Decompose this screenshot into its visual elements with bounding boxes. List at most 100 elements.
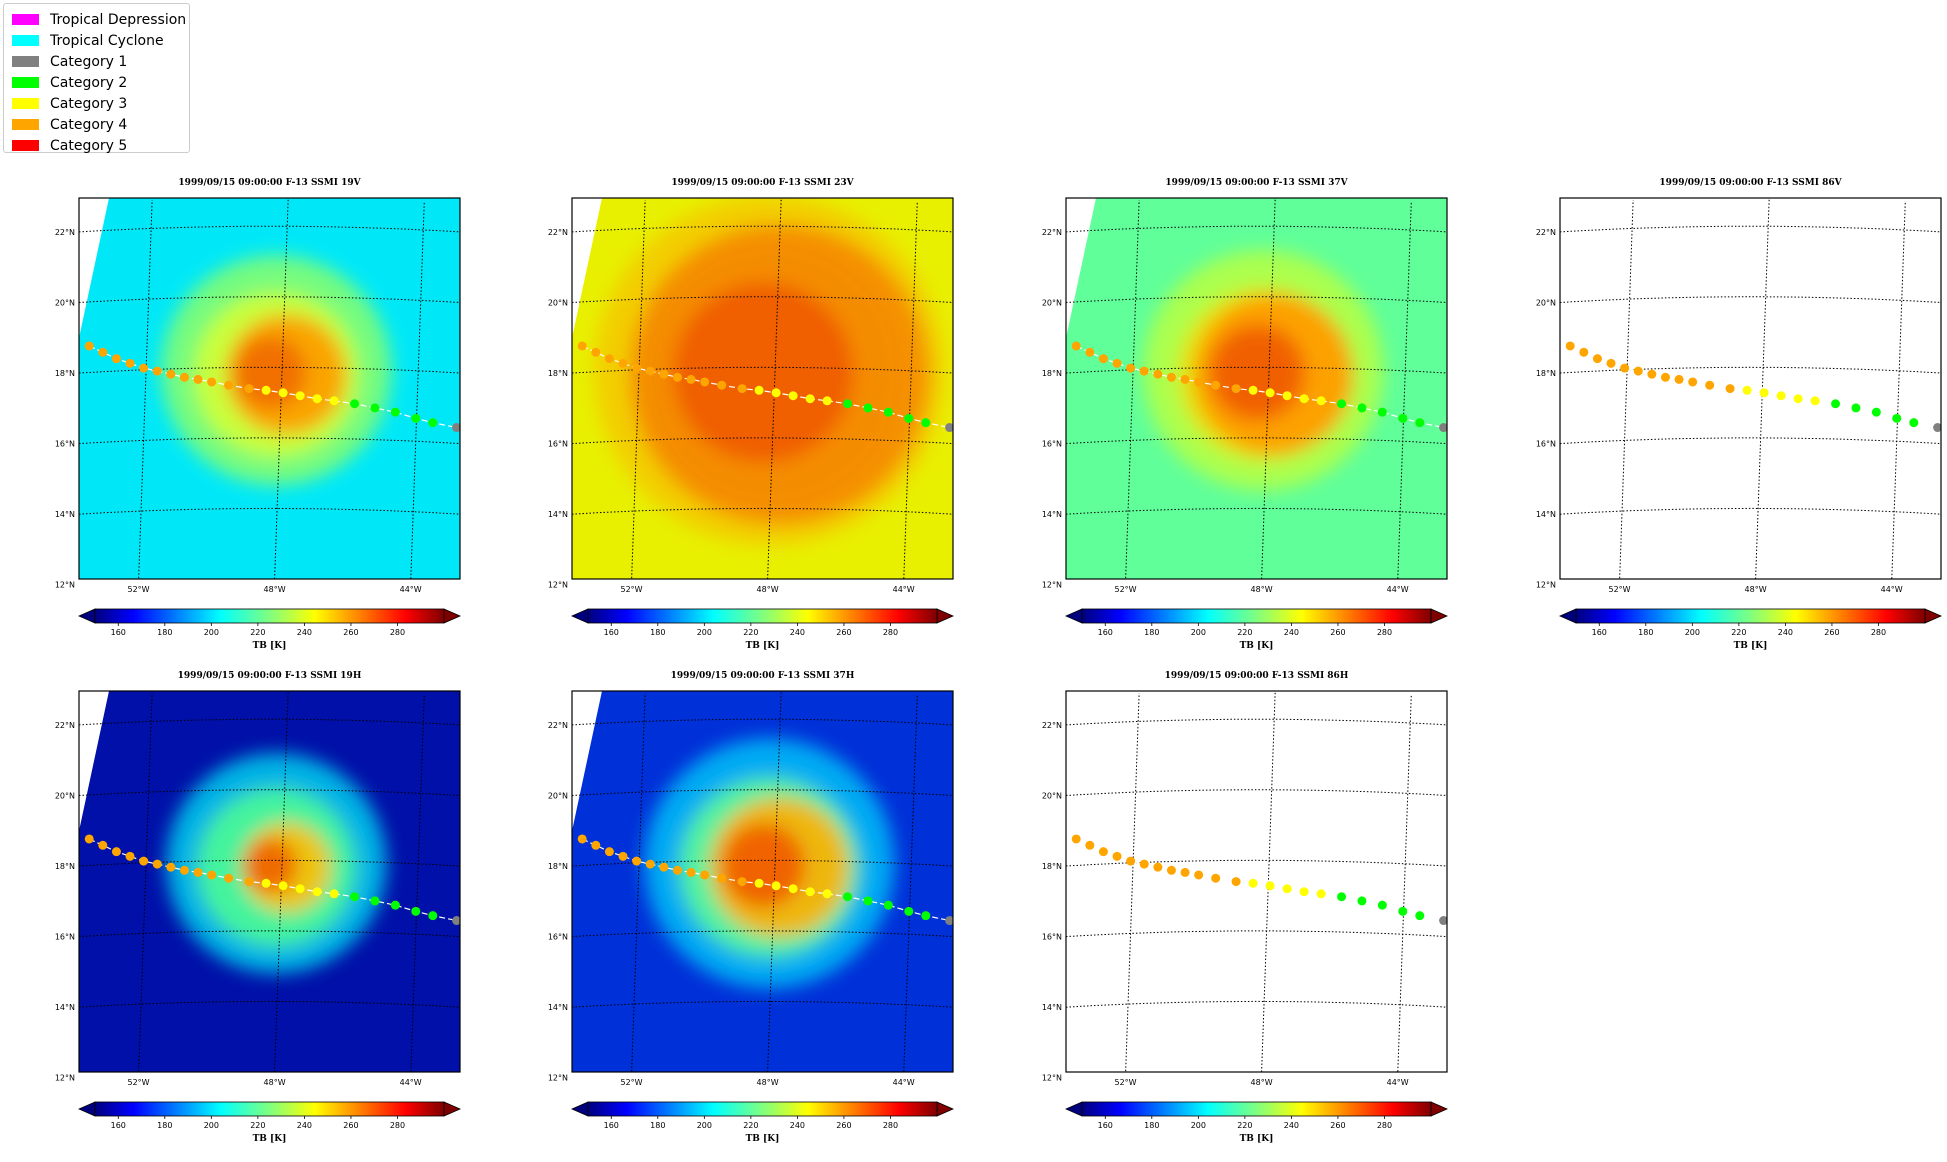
track-point (1316, 396, 1326, 406)
panel-title: 1999/09/15 09:00:00 F-13 SSMI 19H (177, 671, 362, 681)
track-point (604, 847, 614, 857)
colorbar-max-arrow (936, 608, 954, 624)
track-point (672, 865, 682, 875)
track-point (1892, 413, 1902, 423)
track-point (224, 873, 234, 883)
lon-tick-label: 52°W (620, 585, 642, 594)
track-point (452, 916, 460, 926)
colorbar-max-arrow (443, 1101, 461, 1117)
lat-tick-label: 20°N (1536, 298, 1556, 307)
track-point (788, 884, 798, 894)
panel-title: 1999/09/15 09:00:00 F-13 SSMI 86V (1659, 178, 1842, 188)
colorbar-min-arrow (78, 608, 96, 624)
legend-item: Tropical Cyclone (12, 30, 164, 51)
colorbar-tick-label: 280 (1377, 1121, 1392, 1130)
track-point (1180, 867, 1190, 877)
track-point (1231, 877, 1241, 887)
lat-tick-label: 14°N (55, 510, 75, 519)
colorbar-tick-label: 220 (250, 628, 265, 637)
track-point (312, 887, 322, 897)
panel-title: 1999/09/15 09:00:00 F-13 SSMI 23V (671, 178, 854, 188)
track-point (1776, 391, 1786, 401)
track-point (1180, 374, 1190, 384)
lat-tick-label: 12°N (1536, 581, 1556, 590)
lat-tick-label: 12°N (1042, 581, 1062, 590)
map-panel: 1999/09/15 09:00:00 F-13 SSMI 86V 12°N 14°… (1481, 173, 1947, 653)
meridian-line (1125, 200, 1140, 579)
track-point (1098, 847, 1108, 857)
track-point (737, 384, 747, 394)
map-frame (1559, 197, 1942, 580)
track-point (1248, 385, 1258, 395)
track-point (111, 847, 121, 857)
track-point (390, 407, 400, 417)
track-point (1299, 394, 1309, 404)
colorbar-tick-label: 200 (1191, 628, 1206, 637)
lat-tick-label: 16°N (548, 933, 568, 942)
legend-label: Tropical Cyclone (50, 32, 164, 49)
track-point (1565, 341, 1575, 351)
colorbar-gradient (1081, 608, 1432, 624)
parallel-line (1066, 437, 1447, 445)
storm-field (166, 753, 387, 974)
panel-title: 1999/09/15 09:00:00 F-13 SSMI 37H (670, 671, 855, 681)
colorbar-tick-label: 260 (1824, 628, 1839, 637)
track-point (843, 399, 853, 409)
colorbar-max-arrow (936, 1101, 954, 1117)
lat-tick-label: 14°N (1042, 1003, 1062, 1012)
colorbar-tick-label: 280 (390, 628, 405, 637)
track-point (166, 369, 176, 379)
colorbar-tick-label: 180 (157, 1121, 172, 1130)
legend-swatch (12, 35, 39, 46)
track-point (1831, 399, 1841, 409)
parallel-line (79, 507, 460, 515)
track-point (1377, 407, 1387, 417)
lat-tick-label: 16°N (1042, 933, 1062, 942)
storm-field (594, 198, 945, 546)
lat-tick-label: 16°N (548, 440, 568, 449)
track-point (686, 374, 696, 384)
track-point (84, 341, 94, 351)
track-point (1265, 388, 1275, 398)
track-point (591, 347, 601, 357)
track-point (771, 388, 781, 398)
colorbar-label: TB [K] (253, 641, 287, 651)
lon-tick-label: 52°W (127, 1078, 149, 1087)
track-point (370, 403, 380, 413)
lat-tick-label: 20°N (55, 298, 75, 307)
colorbar-label: TB [K] (1240, 641, 1274, 651)
meridian-line (767, 691, 782, 1072)
colorbar-tick-label: 160 (111, 1121, 126, 1130)
parallel-line (1560, 437, 1941, 445)
parallel-line (572, 437, 953, 445)
lon-tick-label: 52°W (620, 1078, 642, 1087)
track-point (1071, 834, 1081, 844)
colorbar-tick-label: 280 (1377, 628, 1392, 637)
track-point (350, 399, 360, 409)
swath-gap (572, 691, 602, 831)
track-point (1620, 363, 1630, 373)
colorbar-tick-label: 220 (1237, 1121, 1252, 1130)
track-point (1810, 396, 1820, 406)
meridian-line (1261, 691, 1276, 1072)
track-point (863, 403, 873, 413)
track-point (1166, 865, 1176, 875)
track-point (717, 873, 727, 883)
track-point (261, 385, 271, 395)
track-point (904, 413, 914, 423)
colorbar-min-arrow (1065, 608, 1083, 624)
colorbar-tick-label: 260 (343, 628, 358, 637)
lon-tick-label: 52°W (1114, 1078, 1136, 1087)
colorbar-tick-label: 180 (157, 628, 172, 637)
swath-gap (79, 691, 109, 831)
legend-swatch (12, 56, 39, 67)
track-point (1085, 840, 1095, 850)
track-point (295, 884, 305, 894)
colorbar-tick-label: 220 (743, 628, 758, 637)
lat-tick-label: 16°N (55, 933, 75, 942)
track-point (1282, 391, 1292, 401)
track-point (179, 865, 189, 875)
track-point (1793, 394, 1803, 404)
colorbar-tick-label: 240 (1778, 628, 1793, 637)
